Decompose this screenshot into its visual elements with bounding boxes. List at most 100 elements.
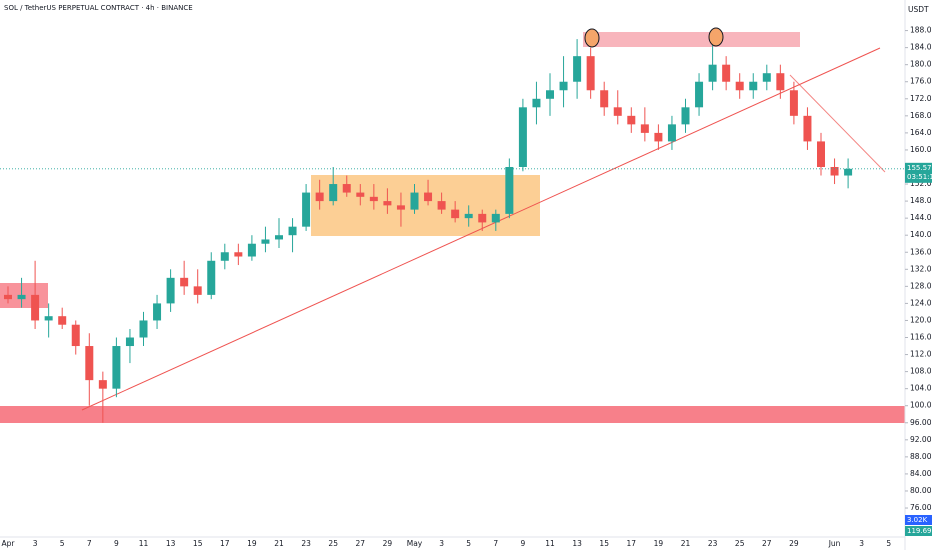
- candle-body: [424, 192, 433, 202]
- y-tick-label: 172.00: [910, 94, 932, 103]
- x-tick-label: 11: [139, 539, 149, 548]
- candle-body: [613, 107, 622, 116]
- y-tick-label: 188.00: [910, 26, 932, 35]
- candle-body: [234, 252, 243, 257]
- candle-body: [193, 286, 202, 295]
- candle-body: [356, 192, 365, 197]
- x-tick-label: 3: [439, 539, 444, 548]
- y-tick-label: 144.00: [910, 213, 932, 222]
- y-tick-label: 104.00: [910, 384, 932, 393]
- x-tick-label: 17: [627, 539, 637, 548]
- y-tick-label: 160.00: [910, 145, 932, 154]
- candle-body: [153, 303, 162, 321]
- candle-body: [681, 107, 690, 125]
- volume-badge: 119.69K: [907, 527, 932, 535]
- x-tick-label: 15: [193, 539, 203, 548]
- y-tick-label: 124.00: [910, 298, 932, 307]
- candle-body: [667, 124, 676, 142]
- x-tick-label: 21: [274, 539, 284, 548]
- x-tick-label: 5: [60, 539, 65, 548]
- candle-body: [275, 235, 283, 240]
- candle-body: [464, 213, 473, 219]
- y-tick-label: 184.00: [910, 43, 932, 52]
- y-tick-label: 140.00: [910, 230, 932, 239]
- candle-body: [261, 239, 270, 244]
- candle-body: [17, 294, 26, 300]
- y-tick-label: 120.00: [910, 315, 932, 324]
- y-tick-label: 112.00: [910, 350, 932, 359]
- trendline: [81, 47, 881, 411]
- x-tick-label: 23: [301, 539, 311, 548]
- candle-body: [776, 73, 785, 91]
- x-tick-label: 27: [762, 539, 772, 548]
- x-tick-label: 9: [521, 539, 526, 548]
- x-tick-label: 17: [220, 539, 230, 548]
- candle-body: [518, 107, 527, 167]
- x-tick-label: 3: [859, 539, 864, 548]
- x-tick-label: 29: [789, 539, 799, 548]
- x-tick-label: 29: [383, 539, 393, 548]
- candle-body: [139, 320, 148, 338]
- candle-body: [586, 56, 595, 91]
- candle-body: [817, 141, 825, 167]
- y-tick-label: 88.00: [910, 452, 932, 461]
- y-tick-label: 108.00: [910, 367, 932, 376]
- y-tick-label: 176.00: [910, 77, 932, 86]
- candle-body: [31, 294, 40, 321]
- y-tick-label: 168.00: [910, 111, 932, 120]
- candle-body: [627, 115, 636, 125]
- candle-body: [437, 201, 446, 210]
- candle-body: [410, 192, 419, 210]
- y-tick-label: 84.00: [910, 469, 932, 478]
- x-tick-label: May: [407, 539, 423, 548]
- candle-body: [559, 81, 568, 91]
- candle-body: [532, 98, 541, 108]
- x-tick-label: 13: [572, 539, 582, 548]
- y-tick-label: 76.00: [910, 503, 932, 512]
- candle-body: [329, 184, 338, 202]
- y-tick-label: 152.00: [910, 179, 932, 188]
- candle-body: [451, 209, 460, 219]
- candle-body: [315, 192, 324, 202]
- x-tick-label: 23: [708, 539, 718, 548]
- candle-body: [722, 64, 731, 82]
- candle-body: [125, 337, 134, 347]
- volume-badge: 3.02K: [907, 516, 928, 524]
- candle-body: [735, 81, 744, 91]
- candle-body: [71, 324, 80, 347]
- last-price-badge: 155.57: [907, 164, 932, 172]
- y-tick-label: 136.00: [910, 247, 932, 256]
- chart-title: SOL / TetherUS PERPETUAL CONTRACT · 4h ·…: [4, 4, 193, 12]
- candle-body: [478, 213, 487, 223]
- down-trendline: [789, 74, 886, 173]
- x-tick-label: 9: [114, 539, 119, 548]
- candle-body: [98, 380, 107, 389]
- candle-body: [207, 260, 216, 295]
- volume-badge-bg: [905, 526, 932, 536]
- currency-label: USDT: [908, 5, 929, 14]
- candle-body: [383, 201, 392, 206]
- y-tick-label: 128.00: [910, 281, 932, 290]
- x-tick-label: 27: [356, 539, 366, 548]
- y-tick-label: 92.00: [910, 435, 932, 444]
- x-tick-label: 19: [654, 539, 664, 548]
- x-tick-label: 7: [87, 539, 92, 548]
- candle-body: [491, 213, 500, 223]
- countdown: 03:51:19: [907, 173, 932, 181]
- candle-body: [749, 81, 758, 91]
- candle-body: [44, 316, 53, 321]
- candle-body: [396, 205, 405, 210]
- y-tick-label: 148.00: [910, 196, 932, 205]
- volume-badge-bg: [905, 515, 932, 525]
- candle-body: [640, 124, 649, 133]
- candle-body: [844, 168, 853, 176]
- x-tick-label: 11: [545, 539, 555, 548]
- candle-body: [85, 346, 94, 381]
- candle-body: [762, 73, 771, 82]
- candle-body: [220, 252, 229, 261]
- candle-body: [369, 196, 378, 202]
- candle-body: [546, 90, 554, 99]
- support-zone: [0, 406, 905, 423]
- x-tick-label: Jun: [828, 539, 841, 548]
